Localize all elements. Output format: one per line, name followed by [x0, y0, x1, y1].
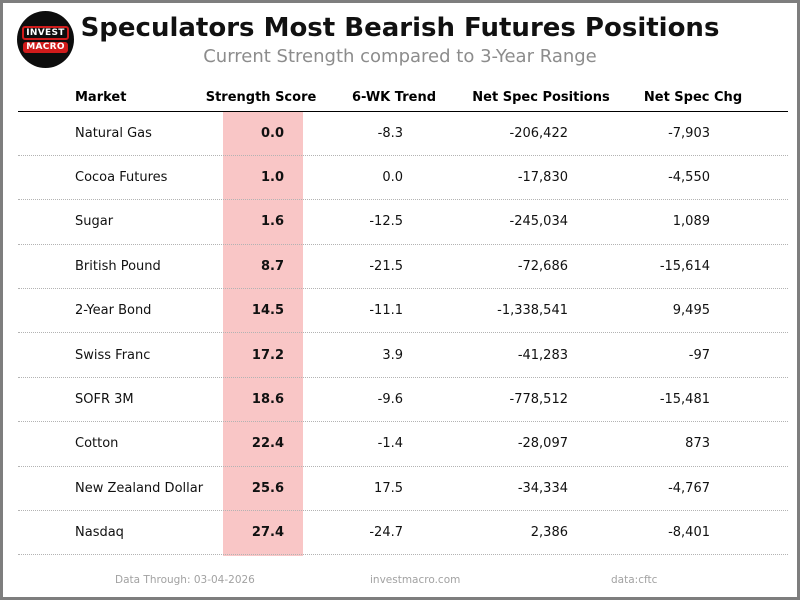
trend-cell: 3.9	[382, 347, 403, 363]
positions-cell: -41,283	[517, 347, 568, 363]
column-header-market: Market	[75, 90, 127, 105]
positions-cell: -34,334	[517, 480, 568, 496]
market-cell: Sugar	[75, 214, 114, 230]
table-row: Cotton 22.4 -1.4 -28,097 873	[18, 422, 788, 467]
change-cell: -15,614	[659, 258, 710, 274]
strength-score-highlight-band	[223, 111, 303, 556]
score-cell: 27.4	[251, 525, 284, 541]
column-header-6wk-trend: 6-WK Trend	[351, 90, 437, 105]
column-header-net-spec-chg: Net Spec Chg	[643, 90, 743, 105]
positions-cell: -28,097	[517, 436, 568, 452]
trend-cell: -12.5	[369, 214, 403, 230]
change-cell: -4,767	[668, 480, 710, 496]
footer-source: data:cftc	[611, 574, 658, 586]
trend-cell: -11.1	[369, 303, 403, 319]
trend-cell: -21.5	[369, 258, 403, 274]
table-row: New Zealand Dollar 25.6 17.5 -34,334 -4,767	[18, 467, 788, 512]
table-row: Cocoa Futures 1.0 0.0 -17,830 -4,550	[18, 156, 788, 201]
score-cell: 1.0	[260, 170, 284, 186]
score-cell: 1.6	[260, 214, 284, 230]
score-cell: 25.6	[251, 480, 284, 496]
table-row: Sugar 1.6 -12.5 -245,034 1,089	[18, 200, 788, 245]
trend-cell: -1.4	[377, 436, 403, 452]
positions-cell: 2,386	[530, 525, 568, 541]
change-cell: -4,550	[668, 170, 710, 186]
market-cell: Swiss Franc	[75, 347, 151, 363]
table-row: Natural Gas 0.0 -8.3 -206,422 -7,903	[18, 112, 788, 156]
trend-cell: -8.3	[377, 125, 403, 141]
table-row: Swiss Franc 17.2 3.9 -41,283 -97	[18, 333, 788, 378]
change-cell: -8,401	[668, 525, 710, 541]
score-cell: 17.2	[251, 347, 284, 363]
column-header-strength-score: Strength Score	[205, 90, 317, 105]
market-cell: New Zealand Dollar	[75, 480, 204, 496]
positions-cell: -245,034	[509, 214, 568, 230]
logo-invest-text: INVEST	[22, 26, 69, 40]
positions-cell: -206,422	[509, 125, 568, 141]
score-cell: 14.5	[251, 303, 284, 319]
table-row: Nasdaq 27.4 -24.7 2,386 -8,401	[18, 511, 788, 556]
positions-cell: -72,686	[517, 258, 568, 274]
trend-cell: 17.5	[374, 480, 403, 496]
score-cell: 22.4	[251, 436, 284, 452]
page-subtitle: Current Strength compared to 3-Year Rang…	[203, 46, 597, 67]
footer-data-through: Data Through: 03-04-2026	[115, 574, 255, 586]
logo-macro-text: MACRO	[23, 42, 68, 53]
positions-cell: -778,512	[509, 392, 568, 408]
market-cell: British Pound	[75, 258, 161, 274]
change-cell: 9,495	[672, 303, 710, 319]
trend-cell: 0.0	[382, 170, 403, 186]
score-cell: 18.6	[251, 392, 284, 408]
change-cell: -15,481	[659, 392, 710, 408]
score-cell: 0.0	[260, 125, 284, 141]
market-cell: Natural Gas	[75, 125, 152, 141]
score-cell: 8.7	[260, 258, 284, 274]
trend-cell: -24.7	[369, 525, 403, 541]
change-cell: 873	[685, 436, 710, 452]
trend-cell: -9.6	[377, 392, 403, 408]
footer-site: investmacro.com	[370, 574, 461, 586]
column-header-net-spec-positions: Net Spec Positions	[472, 90, 610, 105]
positions-cell: -1,338,541	[497, 303, 568, 319]
market-cell: Cocoa Futures	[75, 170, 168, 186]
market-cell: SOFR 3M	[75, 392, 134, 408]
market-cell: Cotton	[75, 436, 119, 452]
market-cell: Nasdaq	[75, 525, 124, 541]
table-row: SOFR 3M 18.6 -9.6 -778,512 -15,481	[18, 378, 788, 423]
positions-cell: -17,830	[517, 170, 568, 186]
change-cell: -97	[688, 347, 710, 363]
table-body: Natural Gas 0.0 -8.3 -206,422 -7,903 Cocoa Fu…	[18, 111, 788, 556]
change-cell: 1,089	[672, 214, 710, 230]
page-title: Speculators Most Bearish Futures Positio…	[80, 13, 720, 43]
table-row: British Pound 8.7 -21.5 -72,686 -15,614	[18, 245, 788, 290]
table-row: 2-Year Bond 14.5 -11.1 -1,338,541 9,495	[18, 289, 788, 334]
investmacro-logo-icon: INVEST MACRO	[17, 11, 74, 68]
table-header-row: Market Strength Score 6-WK Trend Net Spe…	[18, 86, 788, 112]
change-cell: -7,903	[668, 125, 710, 141]
market-cell: 2-Year Bond	[75, 303, 152, 319]
